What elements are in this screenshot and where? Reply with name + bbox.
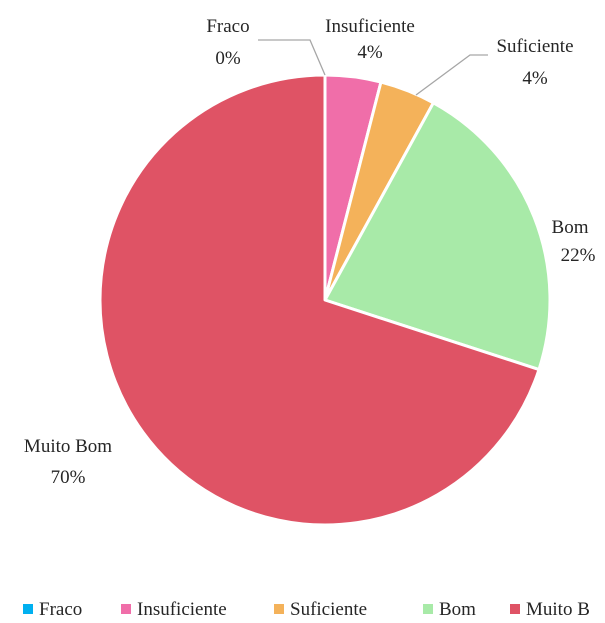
legend-label-fraco: Fraco	[39, 599, 82, 620]
data-label-fraco-value: 0%	[215, 48, 241, 69]
data-label-fraco-category: Fraco	[206, 16, 249, 37]
legend-label-bom: Bom	[439, 599, 476, 620]
legend-swatch-muito-bom	[510, 604, 520, 614]
data-label-muito-bom-value: 70%	[51, 467, 86, 488]
legend: Fraco Insuficiente Suficiente Bom Muito …	[23, 599, 590, 620]
pie-slice-bom	[323, 101, 552, 372]
legend-label-suficiente: Suficiente	[290, 599, 367, 620]
leader-lines	[258, 39, 488, 96]
leader-line-suficiente	[415, 54, 488, 96]
data-label-muito-bom: Muito Bom 70%	[24, 436, 112, 488]
legend-item-fraco: Fraco	[23, 599, 82, 620]
legend-swatch-fraco	[23, 604, 33, 614]
data-label-fraco: Fraco 0%	[206, 16, 249, 69]
legend-label-muito-bom: Muito B	[526, 599, 590, 620]
legend-swatch-suficiente	[274, 604, 284, 614]
data-label-muito-bom-category: Muito Bom	[24, 436, 112, 457]
data-label-suficiente-value: 4%	[522, 68, 548, 89]
data-label-insuficiente-value: 4%	[357, 42, 383, 63]
data-label-insuficiente-category: Insuficiente	[325, 16, 415, 37]
data-label-bom-category: Bom	[552, 217, 589, 238]
pie-slices	[98, 73, 552, 527]
legend-item-suficiente: Suficiente	[274, 599, 367, 620]
leader-line-fraco	[258, 39, 326, 76]
legend-label-insuficiente: Insuficiente	[137, 599, 227, 620]
data-label-bom: Bom 22%	[552, 217, 596, 266]
data-label-suficiente: Suficiente 4%	[496, 36, 573, 89]
legend-item-bom: Bom	[423, 599, 476, 620]
legend-item-muito-bom: Muito B	[510, 599, 590, 620]
pie-slice-muito-bom	[98, 73, 541, 527]
legend-swatch-insuficiente	[121, 604, 131, 614]
data-label-insuficiente: Insuficiente 4%	[325, 16, 415, 63]
data-label-bom-value: 22%	[561, 245, 596, 266]
data-label-suficiente-category: Suficiente	[496, 36, 573, 57]
legend-swatch-bom	[423, 604, 433, 614]
legend-item-insuficiente: Insuficiente	[121, 599, 227, 620]
